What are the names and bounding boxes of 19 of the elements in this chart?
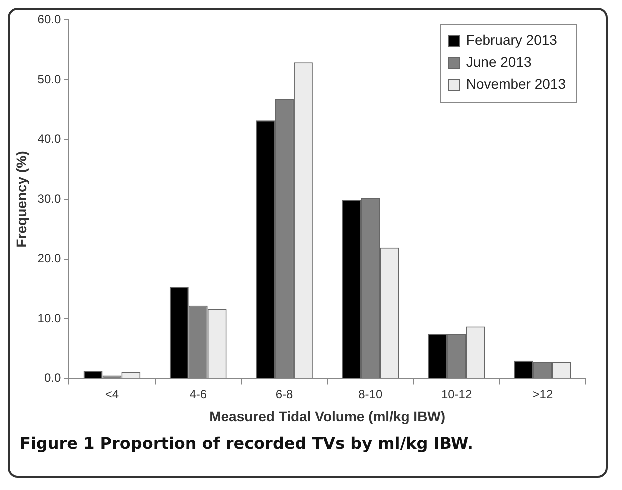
x-tick-label: <4 xyxy=(105,387,120,402)
y-tick-label: 0.0 xyxy=(44,371,62,386)
y-tick-label: 10.0 xyxy=(38,311,62,326)
y-tick-label: 30.0 xyxy=(38,192,62,206)
x-tick-label: 8-10 xyxy=(358,387,383,402)
x-tick-label: 6-8 xyxy=(276,387,294,402)
y-tick-label: 50.0 xyxy=(38,72,62,86)
y-tick-label: 40.0 xyxy=(38,132,62,146)
y-tick-label: 60.0 xyxy=(38,12,62,27)
y-tick-label: 20.0 xyxy=(38,252,62,266)
legend-label: February 2013 xyxy=(466,32,558,48)
legend-label: June 2013 xyxy=(466,54,532,70)
x-tick-label: 10-12 xyxy=(441,387,472,402)
x-axis-title: Measured Tidal Volume (ml/kg IBW) xyxy=(210,408,446,424)
legend-label: November 2013 xyxy=(466,76,566,92)
caption: Figure 1 Proportion of recorded TVs by ml/kg IBW. xyxy=(19,433,474,455)
x-tick-label: 4-6 xyxy=(190,387,208,402)
x-tick-label: >12 xyxy=(532,387,554,402)
y-axis-title: Frequency (%) xyxy=(13,151,30,248)
